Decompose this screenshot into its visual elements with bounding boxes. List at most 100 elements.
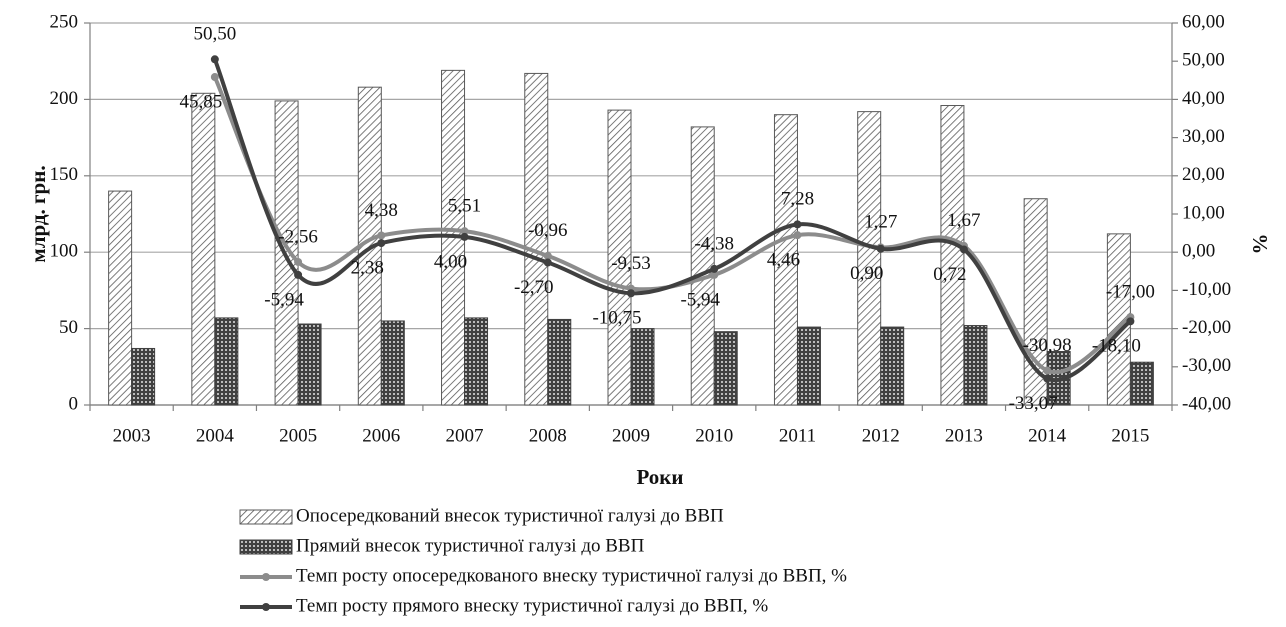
x-tick-label: 2015 <box>1111 425 1149 446</box>
bar <box>607 109 632 406</box>
marker <box>294 270 303 279</box>
y2-tick-label: 20,00 <box>1182 164 1225 185</box>
data-label: 1,27 <box>864 212 897 233</box>
bar <box>690 126 715 406</box>
legend-swatch <box>262 573 270 581</box>
marker <box>959 245 968 254</box>
marker <box>793 220 802 229</box>
line <box>212 58 1132 383</box>
data-label: -5,94 <box>680 289 720 310</box>
bar <box>857 111 882 406</box>
bar <box>1023 198 1048 406</box>
y-tick-label: 0 <box>69 393 79 414</box>
marker <box>627 289 635 298</box>
y2-tick-label: 30,00 <box>1182 126 1225 147</box>
x-tick-label: 2008 <box>529 425 567 446</box>
data-label: 4,00 <box>434 251 467 272</box>
data-label: 45,85 <box>179 91 222 112</box>
data-label: -17,00 <box>1106 281 1155 302</box>
x-tick-label: 2005 <box>279 425 317 446</box>
legend-swatch <box>239 539 293 555</box>
data-label: 0,90 <box>850 263 883 284</box>
legend-label: Прямий внесок туристичної галузі до ВВП <box>296 535 645 556</box>
data-label: 50,50 <box>193 24 236 45</box>
data-label: -9,53 <box>611 253 651 274</box>
data-label: -4,38 <box>694 233 734 254</box>
legend-label: Темп росту опосередкованого внеску турис… <box>296 565 847 586</box>
marker <box>876 244 885 253</box>
y2-tick-label: 60,00 <box>1182 11 1225 32</box>
data-label: 5,51 <box>448 196 481 217</box>
data-label: -18,10 <box>1092 336 1141 357</box>
bar <box>524 72 549 406</box>
y-axis-title: млрд. грн. <box>26 165 50 262</box>
y-tick-label: 100 <box>50 241 79 262</box>
bar <box>796 326 821 406</box>
bar <box>380 320 405 406</box>
bar <box>131 347 156 406</box>
marker <box>543 258 552 267</box>
marker <box>543 251 552 260</box>
data-label: 0,72 <box>933 264 966 285</box>
data-label: 4,46 <box>767 250 800 271</box>
data-label: 4,38 <box>365 200 398 221</box>
bar <box>963 325 988 406</box>
data-label: -33,07 <box>1009 393 1058 414</box>
x-tick-label: 2007 <box>446 425 484 446</box>
marker <box>210 55 219 64</box>
marker <box>710 264 719 273</box>
marker <box>377 239 386 248</box>
marker <box>294 257 303 266</box>
marker <box>210 73 219 82</box>
data-label: -5,94 <box>264 289 304 310</box>
y2-axis-title: % <box>1248 234 1272 255</box>
marker <box>793 231 802 240</box>
data-label: 7,28 <box>781 189 814 210</box>
bar <box>108 190 133 406</box>
marker <box>1043 374 1052 383</box>
y2-tick-label: 0,00 <box>1182 241 1215 262</box>
x-tick-label: 2011 <box>779 425 816 446</box>
marker <box>377 231 386 240</box>
bar <box>940 105 965 406</box>
legend-label: Темп росту прямого внеску туристичної га… <box>296 595 768 616</box>
x-tick-label: 2012 <box>862 425 900 446</box>
data-label: -10,75 <box>592 308 641 329</box>
x-tick-label: 2010 <box>695 425 733 446</box>
bar <box>713 331 738 406</box>
y-tick-label: 50 <box>59 317 78 338</box>
data-label: -30,98 <box>1023 335 1072 356</box>
data-label: -0,96 <box>528 220 568 241</box>
x-axis-title: Роки <box>636 465 683 489</box>
bar <box>630 328 655 406</box>
x-tick-label: 2006 <box>362 425 400 446</box>
bar <box>297 323 322 406</box>
y-tick-label: 250 <box>50 11 79 32</box>
legend-label: Опосередкований внесок туристичної галуз… <box>296 505 724 526</box>
bar <box>214 317 239 406</box>
bar <box>191 92 216 406</box>
bar <box>1129 361 1154 406</box>
line <box>213 76 1132 375</box>
y-tick-label: 150 <box>50 164 79 185</box>
marker <box>460 227 469 236</box>
bar <box>773 114 798 406</box>
data-label: 2,38 <box>351 257 384 278</box>
marker <box>1043 366 1052 375</box>
y-tick-label: 200 <box>50 88 79 109</box>
bar <box>880 326 905 406</box>
legend-swatch <box>262 603 270 611</box>
y2-tick-label: -30,00 <box>1182 355 1231 376</box>
data-label: -2,70 <box>514 277 554 298</box>
bar <box>274 100 299 406</box>
bar <box>547 318 572 406</box>
legend-swatch <box>239 509 293 525</box>
marker <box>460 232 469 241</box>
y2-tick-label: -10,00 <box>1182 279 1231 300</box>
x-tick-label: 2013 <box>945 425 983 446</box>
y2-tick-label: 50,00 <box>1182 50 1225 71</box>
y2-tick-label: -20,00 <box>1182 317 1231 338</box>
y2-tick-label: 40,00 <box>1182 88 1225 109</box>
y2-tick-label: 10,00 <box>1182 202 1225 223</box>
